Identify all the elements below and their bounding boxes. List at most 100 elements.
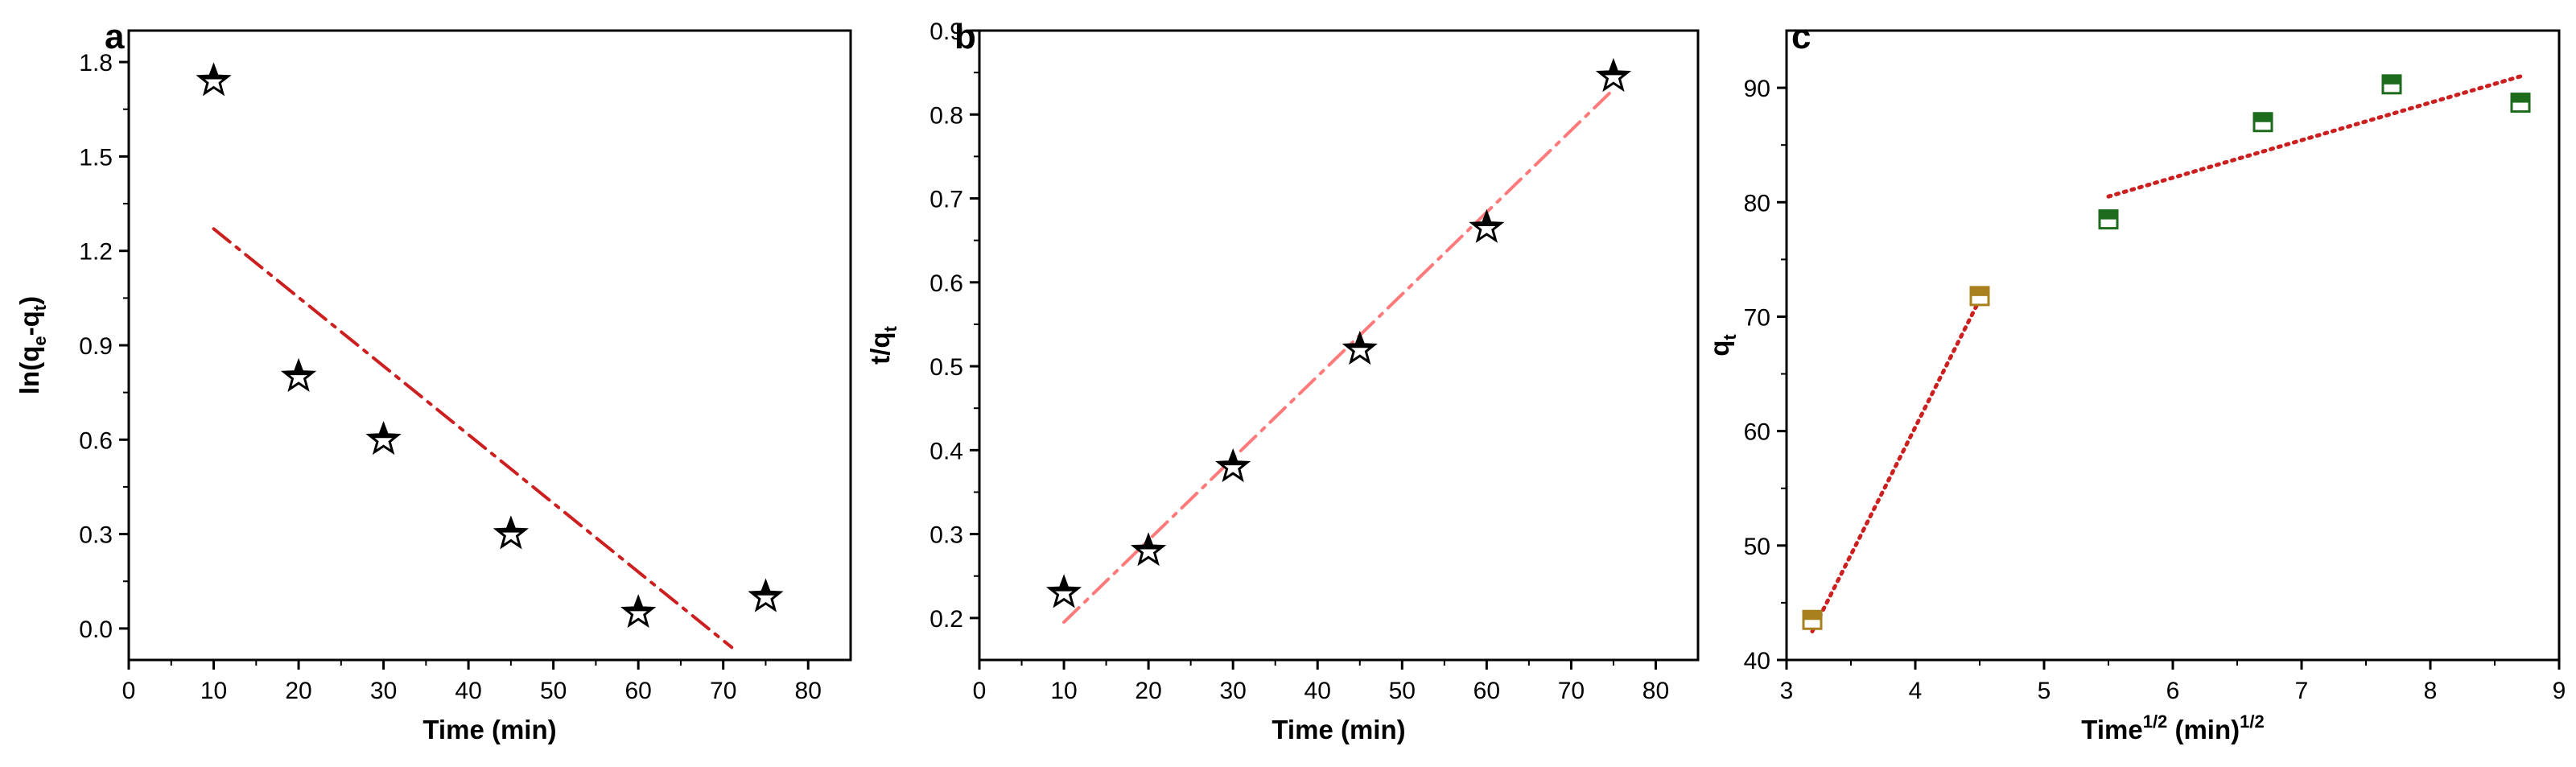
data-point-outline (1215, 447, 1251, 483)
x-tick-label: 50 (1389, 678, 1416, 704)
data-point-outline (620, 594, 657, 629)
fit-line (2106, 74, 2523, 199)
data-point (493, 515, 530, 550)
data-point (1130, 532, 1167, 567)
y-tick-label: 0.3 (929, 522, 963, 549)
data-point (1595, 57, 1632, 93)
data-point (2510, 93, 2531, 113)
data-point (1045, 574, 1082, 608)
data-point-outline (1469, 208, 1505, 243)
x-tick-label: 6 (2166, 678, 2180, 704)
x-tick-label: 80 (795, 678, 822, 704)
data-point-fill (1049, 577, 1079, 592)
y-tick-label: 0.2 (929, 606, 963, 633)
x-tick-label: 70 (710, 678, 736, 704)
data-point (748, 578, 784, 612)
data-point-fill (284, 361, 314, 376)
data-point-fill (751, 581, 781, 596)
chart-panel-c: 3 4 5 6 7 8 9 40 50 60 70 80 90 c Time1/2 (min)1/2 qt (1704, 17, 2566, 744)
fit-line (212, 227, 734, 649)
data-point-fill (1134, 535, 1164, 550)
data-point (196, 62, 232, 97)
y-tick-label: 40 (1744, 648, 1770, 674)
y-axis-title: qt (1704, 334, 1740, 357)
data-point-fill (2254, 113, 2272, 122)
chart-panel-b: 0 10 20 30 40 50 60 70 80 0.2 0.3 0.4 0.5 0.6 0.7 0.8 0.… (865, 17, 1700, 744)
data-point-fill (1472, 212, 1502, 227)
panel-letter: a (105, 17, 125, 56)
y-tick-label: 0.3 (79, 522, 113, 549)
x-axis-title: Time (min) (1272, 715, 1405, 744)
data-point-fill (2512, 93, 2529, 103)
x-tick-label: 60 (1473, 678, 1500, 704)
x-tick-label: 7 (2295, 678, 2309, 704)
y-tick-label: 0.6 (79, 427, 113, 454)
data-point-fill (496, 518, 526, 533)
data-point (1342, 330, 1378, 365)
y-tick-label: 1.5 (79, 144, 113, 171)
x-tick-label: 10 (1050, 678, 1077, 704)
y-tick-label: 0.0 (79, 616, 113, 643)
y-tick-label: 60 (1744, 419, 1770, 446)
x-tick-label: 5 (2038, 678, 2051, 704)
data-point (2381, 74, 2402, 95)
panel-letter: b (954, 17, 976, 56)
data-point-fill (199, 65, 229, 80)
y-tick-label: 0.4 (929, 438, 963, 464)
y-tick-label: 0.9 (79, 333, 113, 360)
x-tick-label: 60 (624, 678, 651, 704)
data-point-fill (2100, 210, 2117, 220)
x-axis-title: Time (min) (422, 715, 556, 744)
data-point (1215, 447, 1251, 483)
data-point (1969, 286, 1990, 307)
y-tick-label: 70 (1744, 304, 1770, 331)
y-tick-label: 50 (1744, 534, 1770, 560)
data-point-fill (1971, 287, 1989, 296)
data-point-outline (280, 357, 317, 392)
x-tick-label: 10 (200, 678, 227, 704)
panel-letter: c (1791, 17, 1811, 56)
data-point-fill (1345, 334, 1375, 348)
x-tick-label: 30 (370, 678, 397, 704)
x-tick-label: 20 (285, 678, 311, 704)
x-tick-label: 8 (2424, 678, 2438, 704)
y-tick-label: 0.6 (929, 270, 963, 297)
y-tick-label: 90 (1744, 76, 1770, 102)
y-tick-label: 0.7 (929, 187, 963, 213)
y-tick-label: 0.9 (929, 19, 963, 45)
x-tick-label: 40 (1304, 678, 1331, 704)
x-tick-label: 70 (1558, 678, 1585, 704)
y-tick-label: 80 (1744, 190, 1770, 216)
data-point-fill (624, 597, 653, 612)
y-axis-title: t/qt (865, 326, 901, 365)
data-point-fill (1803, 611, 1821, 621)
plot-frame (978, 29, 1700, 662)
x-tick-label: 50 (540, 678, 567, 704)
x-tick-label: 0 (122, 678, 136, 704)
data-point-fill (2383, 75, 2401, 85)
data-point (2098, 209, 2119, 230)
y-tick-label: 1.2 (79, 239, 113, 266)
data-point-fill (369, 424, 398, 439)
data-point (2252, 112, 2273, 133)
plot-frame (1785, 29, 2561, 662)
x-tick-label: 4 (1909, 678, 1923, 704)
fit-line (1810, 297, 1982, 633)
data-point-fill (1598, 61, 1628, 76)
x-tick-label: 0 (973, 678, 987, 704)
fit-line (1062, 87, 1615, 625)
data-point-fill (1218, 452, 1248, 466)
y-tick-label: 0.8 (929, 102, 963, 129)
data-point (280, 357, 317, 392)
x-axis-title: Time1/2 (min)1/2 (2081, 711, 2264, 744)
data-point (1469, 208, 1505, 243)
x-tick-label: 80 (1642, 678, 1669, 704)
plot-frame (127, 29, 852, 662)
x-tick-label: 40 (455, 678, 481, 704)
data-point (1802, 609, 1823, 630)
chart-panel-a: 0 10 20 30 40 50 60 70 80 0.0 0.3 0.6 0.9 1.2 1.5 1.8a T… (14, 17, 852, 744)
y-tick-label: 1.8 (79, 50, 113, 76)
y-tick-label: 0.5 (929, 354, 963, 381)
